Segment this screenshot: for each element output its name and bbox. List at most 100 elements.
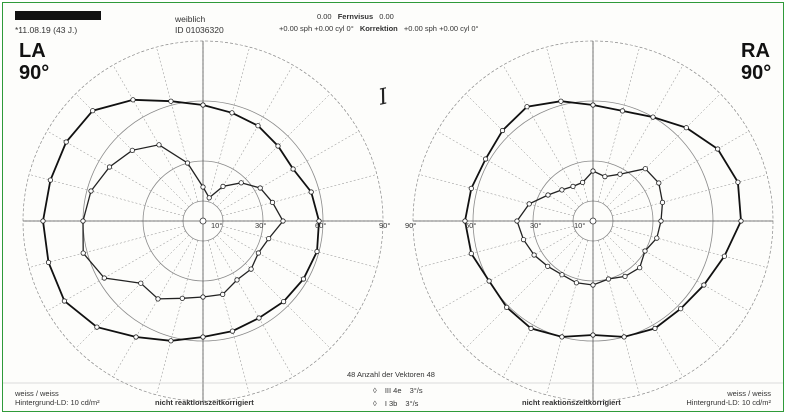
ra-isopter-point <box>462 218 468 224</box>
la-radial-line <box>29 225 184 268</box>
ra-radial-line <box>419 174 574 217</box>
ra-radial-line <box>465 234 580 349</box>
la-isopter-point <box>206 195 212 201</box>
la-radial-line <box>220 230 360 312</box>
legend-item-inner: ◊ I 3b 3°/s <box>373 399 418 408</box>
legend-speed-outer: 3°/s <box>409 386 423 395</box>
la-radial-line <box>212 238 294 378</box>
ra-isopter-point <box>545 263 551 269</box>
la-radial-line <box>220 130 360 212</box>
la-isopter-point <box>80 250 86 256</box>
ra-radial-line <box>546 240 589 395</box>
ra-isopter-point <box>468 185 474 191</box>
ra-isopter-point <box>524 104 530 110</box>
ra-isopter-point <box>642 248 648 254</box>
ra-isopter-point <box>528 325 534 331</box>
fernvisus-left: 0.00 <box>317 12 332 21</box>
ra-radial-line <box>610 230 750 312</box>
patient-age: (43 J.) <box>53 25 78 35</box>
ra-radial-line <box>610 130 750 212</box>
perimetry-charts <box>3 40 783 402</box>
la-isopter-point <box>280 298 287 305</box>
ra-isopter-point <box>658 218 664 224</box>
ra-isopter-point <box>579 179 586 185</box>
la-isopter-point <box>220 291 226 297</box>
diamond-marker-icon: ◊ <box>373 399 377 408</box>
fernvisus-right: 0.00 <box>379 12 394 21</box>
ra-isopter-point <box>701 282 707 288</box>
la-isopter-point <box>314 248 320 255</box>
right-eye-label: RA <box>741 40 770 62</box>
ra-isopter-point <box>486 278 492 284</box>
ra-isopter-point <box>590 332 596 338</box>
legend-stimulus-inner: I 3b <box>384 399 398 408</box>
correction-label: Korrektion <box>359 24 398 33</box>
ra-isopter-point <box>619 108 626 114</box>
la-isopter-point <box>255 123 261 129</box>
correction-left: +0.00 sph +0.00 cyl 0° <box>279 24 354 33</box>
la-isopter-point <box>61 298 68 304</box>
diamond-marker-icon: ◊ <box>373 386 377 395</box>
la-radial-line <box>212 64 294 204</box>
la-isopter-point <box>229 328 236 334</box>
legend-item-outer: ◊ III 4e 3°/s <box>373 386 423 395</box>
left-eye-angle: 90° <box>19 62 50 84</box>
right-eye-angle: 90° <box>741 62 772 84</box>
la-isopter-point <box>220 183 226 189</box>
ra-radial-line <box>502 238 584 378</box>
left-axis-60: 60° <box>315 221 327 230</box>
ra-isopter-point <box>570 183 576 189</box>
la-radial-line <box>112 64 194 204</box>
la-isopter-point <box>168 338 174 344</box>
patient-id: ID 01036320 <box>175 25 224 35</box>
ra-isopter-point <box>650 114 656 120</box>
la-isopter-point <box>156 142 162 148</box>
ra-isopter-point <box>482 156 489 162</box>
ra-radial-line <box>465 93 580 208</box>
la-isopter-point <box>101 275 107 281</box>
la-radial-line <box>156 47 199 202</box>
ra-radial-line <box>597 240 640 395</box>
la-isopter-point <box>94 324 100 330</box>
la-radial-line <box>207 47 250 202</box>
la-isopter-point <box>200 334 206 340</box>
la-isopter-point <box>184 160 191 166</box>
la-isopter-point <box>256 315 262 321</box>
patient-birth: *11.08.19 (43 J.) <box>15 25 77 35</box>
left-footer-note: nicht reaktionszeitkorrigiert <box>155 398 254 407</box>
ra-isopter-point <box>590 102 596 108</box>
ra-isopter-point <box>654 235 660 241</box>
ra-radial-line <box>602 64 684 204</box>
la-isopter-point <box>316 218 322 224</box>
left-eye-label: LA <box>19 40 46 62</box>
la-radial-line <box>46 130 186 212</box>
la-isopter-point <box>238 180 244 186</box>
la-isopter-point <box>130 97 136 103</box>
ra-isopter-point <box>573 280 580 286</box>
left-axis-10: 10° <box>211 221 223 230</box>
la-radial-line <box>46 230 186 312</box>
birth-date: *11.08.19 <box>15 25 51 35</box>
ra-isopter-point <box>642 166 648 172</box>
ra-radial-line <box>612 174 767 217</box>
la-isopter-point <box>248 266 254 272</box>
right-axis-30: 30° <box>530 221 542 230</box>
la-isopter-point <box>229 110 235 116</box>
ra-isopter-outer <box>464 100 742 338</box>
la-isopter-point <box>200 184 206 190</box>
la-isopter-point <box>129 147 135 153</box>
la-isopter-point <box>90 108 96 114</box>
ra-radial-line <box>606 234 721 349</box>
ra-isopter-point <box>514 218 520 224</box>
la-isopter-point <box>257 185 263 191</box>
ra-isopter-point <box>735 179 741 185</box>
ra-isopter-point <box>621 334 627 340</box>
la-isopter-point <box>280 218 286 224</box>
la-radial-line <box>156 240 199 395</box>
ra-fixation-point <box>589 217 597 225</box>
ra-isopter-point <box>617 171 623 177</box>
la-radial-line <box>29 174 184 217</box>
ra-isopter-point <box>622 273 628 279</box>
ra-isopter-point <box>715 146 721 152</box>
